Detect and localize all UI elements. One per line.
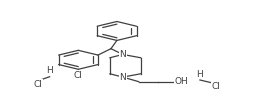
Text: Cl: Cl <box>34 80 43 89</box>
Text: N: N <box>120 73 126 82</box>
Text: Cl: Cl <box>211 82 220 91</box>
Text: N: N <box>120 50 126 59</box>
Text: Cl: Cl <box>74 71 83 80</box>
Text: OH: OH <box>174 77 188 86</box>
Text: H: H <box>46 66 53 75</box>
Text: H: H <box>197 70 203 79</box>
